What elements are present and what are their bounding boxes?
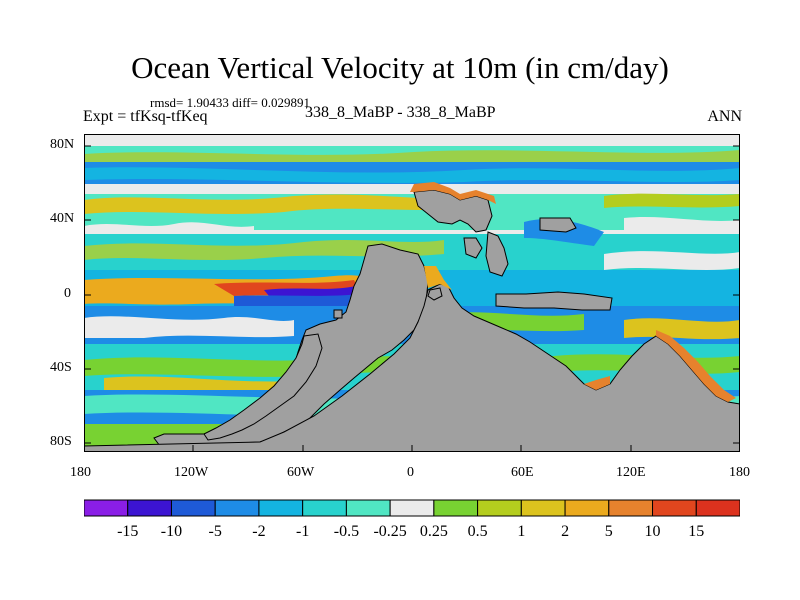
colorbar-box xyxy=(170,499,216,517)
ocean-velocity-map xyxy=(84,134,740,452)
arctic-band-white xyxy=(84,134,740,148)
colorbar-label: -0.5 xyxy=(334,523,359,540)
lon-tick-120e: 120E xyxy=(616,465,646,480)
colorbar-label: 10 xyxy=(645,523,661,540)
colorbar-box xyxy=(258,499,304,517)
colorbar-label: 2 xyxy=(561,523,569,540)
colorbar-box xyxy=(477,499,522,517)
landmass-ne-island xyxy=(539,217,577,233)
colorbar-label: 0.5 xyxy=(468,523,488,540)
nmid-white-patch-2 xyxy=(624,217,740,236)
nsub-white-east xyxy=(604,251,740,270)
colorbar-label: -5 xyxy=(209,523,222,540)
rmsd-diff-stats: rmsd= 1.90433 diff= 0.029891 xyxy=(150,95,310,110)
colorbar-label: 5 xyxy=(605,523,613,540)
lon-tick-120w: 120W xyxy=(174,465,209,480)
north-band-teal xyxy=(84,167,740,183)
colorbar-boxes xyxy=(84,499,740,517)
colorbar-box xyxy=(84,499,129,517)
equator-blue-core xyxy=(234,294,360,308)
ssub-white-patch xyxy=(84,316,294,338)
coast-fringe-orange-east xyxy=(424,266,452,290)
colorbar-box xyxy=(433,499,479,517)
colorbar: -15 -10 -5 -2 -1 -0.5 -0.25 0.25 0.5 1 2 5 10 15 xyxy=(84,499,740,540)
coast-fringe-orange-north xyxy=(410,182,496,204)
lon-tick-0: 0 xyxy=(407,465,414,480)
colorbar-box xyxy=(345,499,391,517)
smid-yellow-streak xyxy=(104,376,314,394)
colorbar-label: 0.25 xyxy=(420,523,448,540)
colorbar-label: -1 xyxy=(296,523,309,540)
experiment-label: Expt = tfKsq-tfKeq xyxy=(83,108,208,125)
colorbar-box xyxy=(652,499,697,517)
colorbar-box xyxy=(214,499,260,517)
lat-tick-0: 0 xyxy=(64,286,71,301)
land-masses xyxy=(84,189,740,452)
lat-tick-40s: 40S xyxy=(50,360,72,375)
colorbar-box xyxy=(127,499,172,517)
lat-tick-40n: 40N xyxy=(50,211,75,226)
lon-tick-60e: 60E xyxy=(511,465,534,480)
colorbar-label: 15 xyxy=(688,523,704,540)
colorbar-box xyxy=(302,499,347,517)
coast-fringe-orange-far-east xyxy=(656,330,736,402)
nsub-green-streak xyxy=(84,240,444,260)
plot-title: Ocean Vertical Velocity at 10m (in cm/da… xyxy=(131,50,669,85)
colorbar-box xyxy=(520,499,566,517)
colorbar-label: -2 xyxy=(252,523,265,540)
colorbar-box xyxy=(608,499,654,517)
landmass-small-isle-2 xyxy=(333,309,343,319)
landmass-small-isle-1 xyxy=(427,287,443,301)
colorbar-box xyxy=(564,499,610,517)
lat-tick-80n: 80N xyxy=(50,137,75,152)
landmass-north-island xyxy=(463,237,483,259)
colorbar-label: -10 xyxy=(161,523,182,540)
colorbar-label: -0.25 xyxy=(373,523,406,540)
nmid-yellow-streak xyxy=(84,194,484,214)
ssub-yellow-patch xyxy=(624,318,740,340)
colorbar-box xyxy=(695,499,740,517)
lon-tick-180e: 180 xyxy=(729,465,750,480)
landmass-central-block xyxy=(485,231,509,277)
lon-tick-60w: 60W xyxy=(287,465,315,480)
colorbar-box xyxy=(389,499,435,517)
lat-tick-80s: 80S xyxy=(50,434,72,449)
season-label: ANN xyxy=(707,108,742,125)
colorbar-labels: -15 -10 -5 -2 -1 -0.5 -0.25 0.25 0.5 1 2 5 10 15 xyxy=(117,523,704,540)
lon-tick-180w: 180 xyxy=(70,465,91,480)
landmass-west-peninsula xyxy=(203,333,323,441)
map-tick-marks xyxy=(84,145,740,452)
case-label: 338_8_MaBP - 338_8_MaBP xyxy=(305,104,496,121)
nmid-green-streak xyxy=(604,193,740,208)
landmass-east-strip xyxy=(495,291,613,311)
colorbar-label: 1 xyxy=(517,523,525,540)
colorbar-label: -15 xyxy=(117,523,138,540)
coast-fringe-orange-southeast xyxy=(584,376,610,390)
